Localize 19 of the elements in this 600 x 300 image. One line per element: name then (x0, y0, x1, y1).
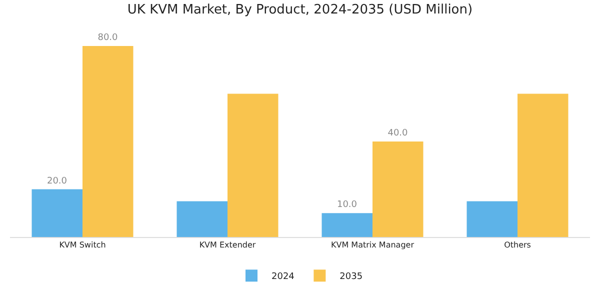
bar (466, 201, 518, 237)
data-label: 10.0 (336, 200, 358, 210)
bar (518, 94, 568, 237)
data-label: 20.0 (46, 176, 68, 186)
legend-label: 2024 (272, 272, 295, 282)
x-tick-label: KVM Switch (59, 240, 106, 250)
x-tick-label: KVM Matrix Manager (331, 240, 415, 250)
x-tick-label: KVM Extender (199, 240, 256, 250)
legend-label: 2035 (340, 272, 363, 282)
bar (176, 201, 228, 237)
x-tick-label: Others (504, 240, 531, 250)
data-label: 40.0 (388, 128, 408, 139)
chart-title: UK KVM Market, By Product, 2024-2035 (USD Million) (127, 2, 473, 18)
bar (372, 142, 424, 237)
bar (322, 213, 372, 237)
bar (32, 189, 82, 237)
bar (228, 94, 278, 237)
bar (82, 46, 134, 237)
data-label: 80.0 (98, 33, 118, 44)
